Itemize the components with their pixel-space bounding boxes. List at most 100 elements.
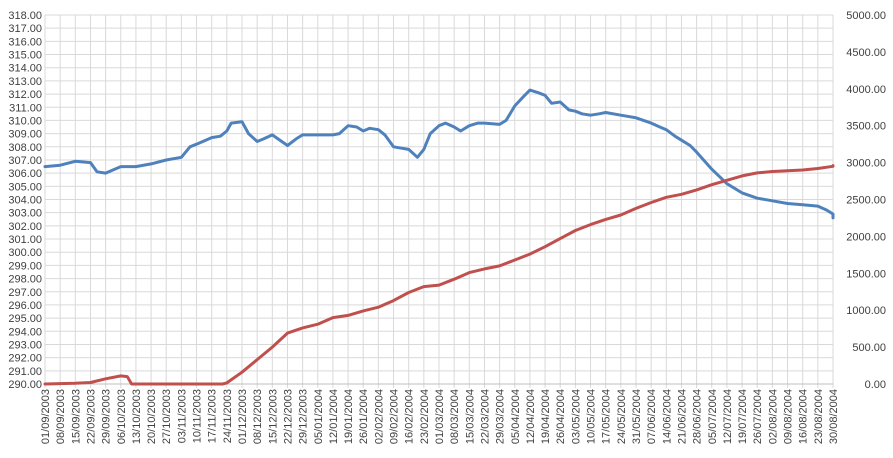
x-axis-tick-label: 08/03/2004 <box>449 389 461 444</box>
x-axis-tick-label: 19/04/2004 <box>540 389 552 444</box>
left-axis-tick-label: 309.00 <box>8 129 42 141</box>
x-axis-tick-label: 23/08/2004 <box>813 389 825 444</box>
right-axis-tick-label: 2500.00 <box>846 195 886 207</box>
left-axis-tick-label: 294.00 <box>8 326 42 338</box>
left-axis-tick-label: 296.00 <box>8 300 42 312</box>
series-lines <box>43 88 835 386</box>
x-axis-tick-label: 08/09/2003 <box>55 389 67 444</box>
left-axis-tick-label: 297.00 <box>8 287 42 299</box>
left-axis-tick-label: 298.00 <box>8 274 42 286</box>
left-axis-tick-label: 317.00 <box>8 23 42 35</box>
x-axis-tick-label: 26/04/2004 <box>555 389 567 444</box>
x-axis-tick-label: 03/05/2004 <box>570 389 582 444</box>
x-axis-tick-label: 21/06/2004 <box>676 389 688 444</box>
left-axis-tick-label: 311.00 <box>9 102 42 114</box>
x-axis-tick-label: 10/11/2003 <box>192 389 204 443</box>
left-axis-tick-label: 312.00 <box>8 89 42 101</box>
left-axis-tick-label: 315.00 <box>8 50 42 62</box>
x-axis-tick-label: 05/04/2004 <box>510 389 522 444</box>
right-axis-tick-labels: 0.00 500.00 1000.00 1500.00 2000.00 2500.00 30… <box>846 10 886 391</box>
right-axis-tick-label: 4500.00 <box>846 47 886 59</box>
x-axis-tick-label: 12/01/2004 <box>328 389 340 444</box>
x-axis-tick-label: 14/06/2004 <box>661 389 673 444</box>
left-axis-tick-label: 303.00 <box>8 208 42 220</box>
left-axis-tick-label: 302.00 <box>8 221 42 233</box>
x-axis-tick-label: 29/03/2004 <box>495 389 507 444</box>
x-axis-tick-label: 15/12/2003 <box>267 389 279 444</box>
x-axis-tick-label: 24/11/2003 <box>222 389 234 443</box>
x-axis-tick-label: 17/11/2003 <box>207 389 219 443</box>
x-axis-tick-label: 03/11/2003 <box>176 389 188 443</box>
right-axis-tick-label: 500.00 <box>852 342 886 354</box>
x-axis-tick-label: 17/05/2004 <box>601 389 613 444</box>
left-axis-tick-label: 308.00 <box>8 142 42 154</box>
gridlines <box>44 14 834 388</box>
x-axis-tick-label: 22/03/2004 <box>479 389 491 444</box>
x-axis-tick-label: 27/10/2003 <box>161 389 173 444</box>
right-axis-tick-label: 4000.00 <box>846 84 886 96</box>
right-axis-tick-label: 1500.00 <box>846 268 886 280</box>
left-axis-tick-label: 304.00 <box>8 195 42 207</box>
left-axis-tick-label: 292.00 <box>8 353 42 365</box>
left-axis-tick-label: 293.00 <box>8 339 42 351</box>
x-axis-tick-label: 23/02/2004 <box>419 389 431 444</box>
x-axis-tick-label: 19/01/2004 <box>343 389 355 444</box>
left-axis-tick-label: 306.00 <box>8 168 42 180</box>
x-axis-tick-label: 30/08/2004 <box>828 389 840 444</box>
x-axis-tick-label: 12/04/2004 <box>525 389 537 444</box>
x-axis-tick-label: 16/08/2004 <box>798 389 810 444</box>
x-axis-tick-label: 26/01/2004 <box>358 389 370 444</box>
x-axis-tick-label: 09/08/2004 <box>783 389 795 444</box>
x-axis-tick-label: 01/12/2003 <box>237 389 249 444</box>
x-axis-tick-label: 05/07/2004 <box>707 389 719 444</box>
x-axis-tick-label: 12/07/2004 <box>722 389 734 444</box>
x-axis-tick-label: 07/06/2004 <box>646 389 658 444</box>
x-axis-tick-label: 15/03/2004 <box>464 389 476 444</box>
x-axis-tick-label: 01/03/2004 <box>434 389 446 444</box>
x-axis-tick-label: 02/02/2004 <box>373 389 385 444</box>
left-axis-tick-label: 305.00 <box>8 181 42 193</box>
x-axis-tick-label: 16/02/2004 <box>404 389 416 444</box>
left-axis-tick-label: 314.00 <box>8 63 42 75</box>
x-axis-tick-label: 22/09/2003 <box>85 389 97 444</box>
x-axis-tick-label: 28/06/2004 <box>692 389 704 444</box>
x-axis-tick-label: 05/01/2004 <box>313 389 325 444</box>
right-axis-tick-label: 5000.00 <box>846 10 886 22</box>
right-axis-tick-label: 0.00 <box>865 379 886 391</box>
x-axis-tick-label: 29/12/2003 <box>298 389 310 444</box>
left-axis-tick-label: 300.00 <box>8 247 42 259</box>
x-axis-tick-label: 13/10/2003 <box>131 389 143 444</box>
x-axis-tick-labels: 01/09/2003 08/09/2003 15/09/2003 22/09/2003… <box>40 389 840 444</box>
right-axis-tick-label: 3500.00 <box>846 121 886 133</box>
x-axis-tick-label: 31/05/2004 <box>631 389 643 444</box>
left-axis-tick-label: 291.00 <box>8 366 42 378</box>
x-axis-tick-label: 08/12/2003 <box>252 389 264 444</box>
x-axis-tick-label: 19/07/2004 <box>737 389 749 444</box>
series-line-2-right-axis <box>43 164 835 386</box>
x-axis-tick-label: 29/09/2003 <box>101 389 113 444</box>
left-axis-tick-label: 316.00 <box>8 36 42 48</box>
x-axis-tick-label: 26/07/2004 <box>752 389 764 444</box>
right-axis-tick-label: 1000.00 <box>846 305 886 317</box>
x-axis-tick-label: 10/05/2004 <box>586 389 598 444</box>
left-axis-tick-label: 307.00 <box>8 155 42 167</box>
x-axis-tick-label: 06/10/2003 <box>116 389 128 444</box>
x-axis-tick-label: 20/10/2003 <box>146 389 158 444</box>
right-axis-tick-label: 3000.00 <box>846 158 886 170</box>
left-axis-tick-label: 310.00 <box>8 115 42 127</box>
left-axis-tick-label: 313.00 <box>8 76 42 88</box>
x-axis-tick-label: 22/12/2003 <box>282 389 294 444</box>
x-axis-tick-label: 01/09/2003 <box>40 389 52 444</box>
x-axis-tick-label: 02/08/2004 <box>767 389 779 444</box>
left-axis-tick-label: 301.00 <box>8 234 42 246</box>
left-axis-tick-label: 299.00 <box>8 260 42 272</box>
x-axis-tick-label: 15/09/2003 <box>70 389 82 444</box>
right-axis-tick-label: 2000.00 <box>846 231 886 243</box>
left-axis-tick-label: 318.00 <box>8 10 42 22</box>
series-line-1-left-axis <box>43 88 835 220</box>
x-axis-tick-label: 24/05/2004 <box>616 389 628 444</box>
x-axis-tick-label: 09/02/2004 <box>389 389 401 444</box>
left-axis-tick-label: 295.00 <box>8 313 42 325</box>
